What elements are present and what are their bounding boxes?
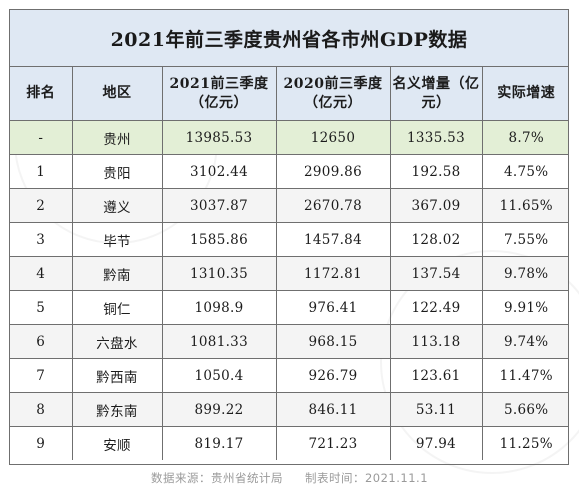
cell-gdp-2021: 3037.87 — [161, 188, 277, 223]
cell-nominal-increase: 123.61 — [389, 358, 483, 393]
cell-rank: - — [10, 120, 73, 155]
cell-gdp-2020: 1172.81 — [275, 256, 391, 291]
table-row: 9 安顺 819.17 721.23 97.94 11.25% — [10, 426, 568, 460]
cell-real-growth: 11.25% — [481, 426, 568, 460]
cell-real-growth: 4.75% — [481, 154, 568, 189]
table-row: 8 黔东南 899.22 846.11 53.11 5.66% — [10, 392, 568, 427]
cell-gdp-2021: 13985.53 — [161, 120, 277, 155]
table-footer: 数据来源：贵州省统计局 制表时间：2021.11.1 — [0, 470, 579, 486]
cell-real-growth: 9.74% — [481, 324, 568, 359]
cell-region: 安顺 — [71, 426, 163, 460]
cell-gdp-2020: 846.11 — [275, 392, 391, 427]
cell-region: 遵义 — [71, 188, 163, 223]
cell-gdp-2021: 3102.44 — [161, 154, 277, 189]
gdp-table: 排名 地区 2021前三季度（亿元） 2020前三季度（亿元） 名义增量（亿元）… — [10, 67, 568, 460]
cell-nominal-increase: 53.11 — [389, 392, 483, 427]
cell-nominal-increase: 137.54 — [389, 256, 483, 291]
cell-region: 黔东南 — [71, 392, 163, 427]
cell-gdp-2020: 976.41 — [275, 290, 391, 325]
header-gdp-2021: 2021前三季度（亿元） — [161, 67, 277, 121]
cell-gdp-2020: 926.79 — [275, 358, 391, 393]
table-title: 2021年前三季度贵州省各市州GDP数据 — [10, 10, 568, 67]
cell-rank: 2 — [10, 188, 73, 223]
header-nominal-increase: 名义增量（亿元） — [389, 67, 483, 121]
cell-rank: 9 — [10, 426, 73, 460]
cell-real-growth: 11.47% — [481, 358, 568, 393]
table-row: 4 黔南 1310.35 1172.81 137.54 9.78% — [10, 256, 568, 291]
table-date: 制表时间：2021.11.1 — [304, 471, 429, 485]
cell-gdp-2021: 1310.35 — [161, 256, 277, 291]
header-real-growth: 实际增速 — [481, 67, 568, 121]
header-row: 排名 地区 2021前三季度（亿元） 2020前三季度（亿元） 名义增量（亿元）… — [10, 67, 568, 121]
cell-gdp-2020: 721.23 — [275, 426, 391, 460]
cell-gdp-2020: 1457.84 — [275, 222, 391, 257]
cell-region: 黔西南 — [71, 358, 163, 393]
cell-gdp-2020: 2670.78 — [275, 188, 391, 223]
cell-region: 黔南 — [71, 256, 163, 291]
cell-gdp-2020: 968.15 — [275, 324, 391, 359]
cell-real-growth: 7.55% — [481, 222, 568, 257]
cell-real-growth: 8.7% — [481, 120, 568, 155]
cell-nominal-increase: 113.18 — [389, 324, 483, 359]
table-body: - 贵州 13985.53 12650 1335.53 8.7% 1 贵阳 3102.44 290… — [10, 120, 568, 460]
table-row: 2 遵义 3037.87 2670.78 367.09 11.65% — [10, 188, 568, 223]
cell-gdp-2021: 1098.9 — [161, 290, 277, 325]
header-region: 地区 — [71, 67, 163, 121]
cell-gdp-2021: 899.22 — [161, 392, 277, 427]
cell-nominal-increase: 128.02 — [389, 222, 483, 257]
cell-gdp-2020: 2909.86 — [275, 154, 391, 189]
data-source: 数据来源：贵州省统计局 — [150, 471, 283, 485]
cell-rank: 8 — [10, 392, 73, 427]
gdp-table-frame: 2021年前三季度贵州省各市州GDP数据 排名 地区 2021前三季度（亿元） … — [9, 9, 569, 465]
cell-real-growth: 9.91% — [481, 290, 568, 325]
cell-gdp-2021: 1585.86 — [161, 222, 277, 257]
table-row: 7 黔西南 1050.4 926.79 123.61 11.47% — [10, 358, 568, 393]
cell-real-growth: 5.66% — [481, 392, 568, 427]
cell-rank: 6 — [10, 324, 73, 359]
cell-region: 铜仁 — [71, 290, 163, 325]
table-row-total: - 贵州 13985.53 12650 1335.53 8.7% — [10, 120, 568, 155]
cell-region: 毕节 — [71, 222, 163, 257]
table-row: 5 铜仁 1098.9 976.41 122.49 9.91% — [10, 290, 568, 325]
table-row: 6 六盘水 1081.33 968.15 113.18 9.74% — [10, 324, 568, 359]
cell-gdp-2020: 12650 — [275, 120, 391, 155]
cell-nominal-increase: 97.94 — [389, 426, 483, 460]
cell-rank: 7 — [10, 358, 73, 393]
cell-region: 贵阳 — [71, 154, 163, 189]
cell-gdp-2021: 1081.33 — [161, 324, 277, 359]
cell-gdp-2021: 1050.4 — [161, 358, 277, 393]
cell-rank: 3 — [10, 222, 73, 257]
cell-nominal-increase: 1335.53 — [389, 120, 483, 155]
cell-rank: 4 — [10, 256, 73, 291]
table-row: 1 贵阳 3102.44 2909.86 192.58 4.75% — [10, 154, 568, 189]
cell-region: 贵州 — [71, 120, 163, 155]
cell-rank: 1 — [10, 154, 73, 189]
cell-real-growth: 9.78% — [481, 256, 568, 291]
cell-nominal-increase: 122.49 — [389, 290, 483, 325]
cell-real-growth: 11.65% — [481, 188, 568, 223]
cell-nominal-increase: 192.58 — [389, 154, 483, 189]
cell-rank: 5 — [10, 290, 73, 325]
header-gdp-2020: 2020前三季度（亿元） — [275, 67, 391, 121]
table-row: 3 毕节 1585.86 1457.84 128.02 7.55% — [10, 222, 568, 257]
cell-region: 六盘水 — [71, 324, 163, 359]
cell-gdp-2021: 819.17 — [161, 426, 277, 460]
cell-nominal-increase: 367.09 — [389, 188, 483, 223]
header-rank: 排名 — [10, 67, 73, 121]
